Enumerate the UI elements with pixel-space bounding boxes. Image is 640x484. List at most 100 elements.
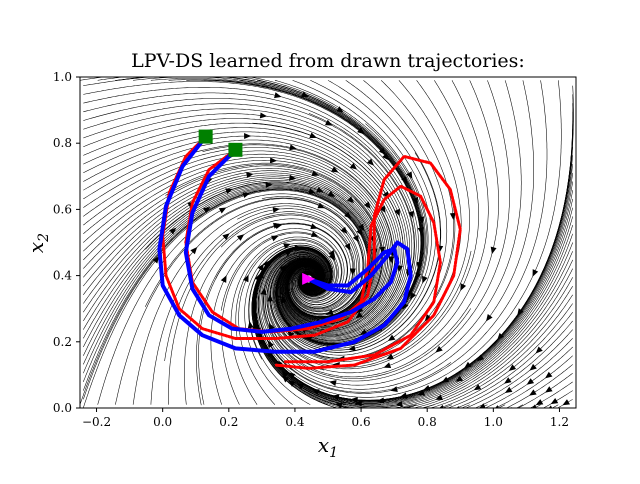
streamline (271, 80, 448, 356)
start-point-marker (198, 129, 213, 144)
streamline-arrow (530, 404, 538, 408)
streamline (551, 404, 559, 408)
start-point-marker (228, 142, 243, 157)
x-axis-ticks: −0.2 0.0 0.2 0.4 0.6 0.8 1.0 1.2 (82, 408, 569, 429)
streamline-arrow (354, 400, 363, 407)
streamline-arrow (252, 321, 259, 330)
streamline-arrow (218, 207, 227, 214)
streamline-arrow (254, 322, 261, 331)
streamline-arrow (358, 223, 365, 232)
streamline (263, 80, 499, 378)
streamline-arrow (287, 330, 295, 338)
streamline (273, 257, 380, 351)
streamline (80, 188, 369, 405)
streamline-arrow (435, 345, 443, 353)
streamline (144, 197, 364, 315)
streamline-arrow (388, 256, 395, 264)
streamline (83, 147, 392, 330)
streamline-arrow (281, 295, 287, 304)
streamline-arrow (311, 170, 320, 176)
streamline-arrow (401, 176, 408, 184)
streamline (442, 404, 453, 408)
y-tick-label: 0.8 (53, 136, 72, 150)
streamline-arrow (272, 206, 280, 213)
streamline-arrow (517, 308, 524, 316)
streamline (83, 135, 398, 333)
streamline-arrow (383, 362, 392, 368)
streamline-arrow (190, 246, 198, 255)
y-tick-label: 1.0 (53, 70, 72, 84)
y-tick-label: 0.6 (53, 202, 72, 216)
streamline (447, 312, 573, 408)
streamline-arrow (545, 371, 553, 379)
streamline-arrow (356, 306, 364, 314)
streamline-arrow (347, 196, 355, 204)
streamline (83, 113, 408, 338)
streamline-arrow (296, 383, 305, 390)
plot-frame (79, 76, 577, 409)
streamline-arrow (349, 268, 356, 276)
streamline (165, 164, 383, 325)
y-tick-label: 0.4 (53, 269, 72, 283)
streamline-arrow (460, 283, 467, 291)
streamline (262, 80, 510, 382)
streamline-arrow (422, 275, 428, 284)
streamline (474, 338, 573, 408)
streamline-arrow (356, 228, 363, 237)
y-tick-label: 0.0 (53, 401, 72, 415)
streamline-arrow (284, 250, 293, 257)
streamline (184, 218, 351, 405)
streamline-arrow (378, 147, 386, 155)
streamline (274, 80, 432, 349)
streamline (238, 240, 337, 405)
streamline-arrow (289, 144, 297, 151)
streamline-arrow (508, 364, 517, 371)
streamline-arrow (316, 186, 324, 193)
streamline-arrows-layer (152, 91, 571, 408)
reproduction-trajectory (157, 134, 413, 354)
streamline (259, 80, 534, 390)
streamline-arrow (273, 222, 281, 229)
streamline (256, 80, 562, 398)
streamline-arrow (325, 309, 334, 316)
streamline (220, 231, 343, 311)
y-axis-label-subscript: 2 (36, 233, 52, 243)
streamline (253, 247, 399, 408)
streamline (83, 108, 410, 339)
streamline-arrow (257, 270, 264, 279)
streamline-arrow (379, 246, 386, 254)
streamline-arrow (288, 380, 296, 387)
streamline-arrow (486, 314, 493, 322)
streamline-arrow (408, 210, 415, 219)
x-tick-label: 0.8 (418, 415, 437, 429)
streamline (132, 203, 361, 405)
streamline-arrow (203, 207, 211, 214)
streamline-arrow (331, 166, 339, 173)
streamline (83, 103, 413, 340)
attractor-marker (302, 272, 316, 285)
streamline (438, 303, 573, 408)
streamline-arrow (265, 182, 273, 189)
streamline-arrow (535, 346, 543, 354)
streamline-arrow (269, 322, 275, 331)
streamline-arrow (352, 234, 359, 243)
streamline-arrow (279, 264, 287, 272)
streamline-arrow (464, 361, 472, 369)
streamline (244, 242, 335, 405)
streamline-arrow (382, 153, 389, 161)
streamline (455, 320, 573, 408)
streamline-arrow (324, 119, 333, 126)
streamline-arrow (545, 386, 553, 393)
streamline-arrow (473, 384, 482, 391)
streamline-arrow (275, 359, 283, 368)
reproduction-trajectory (183, 147, 400, 334)
streamline (83, 170, 380, 323)
streamline-arrow (416, 261, 423, 270)
streamline-arrow (244, 133, 252, 140)
streamline-arrow (562, 399, 571, 406)
streamline-arrow (281, 370, 289, 378)
x-axis-label: x1 (318, 433, 338, 461)
streamline (83, 131, 400, 334)
y-axis-ticks: 0.0 0.2 0.4 0.6 0.8 1.0 (53, 70, 80, 415)
